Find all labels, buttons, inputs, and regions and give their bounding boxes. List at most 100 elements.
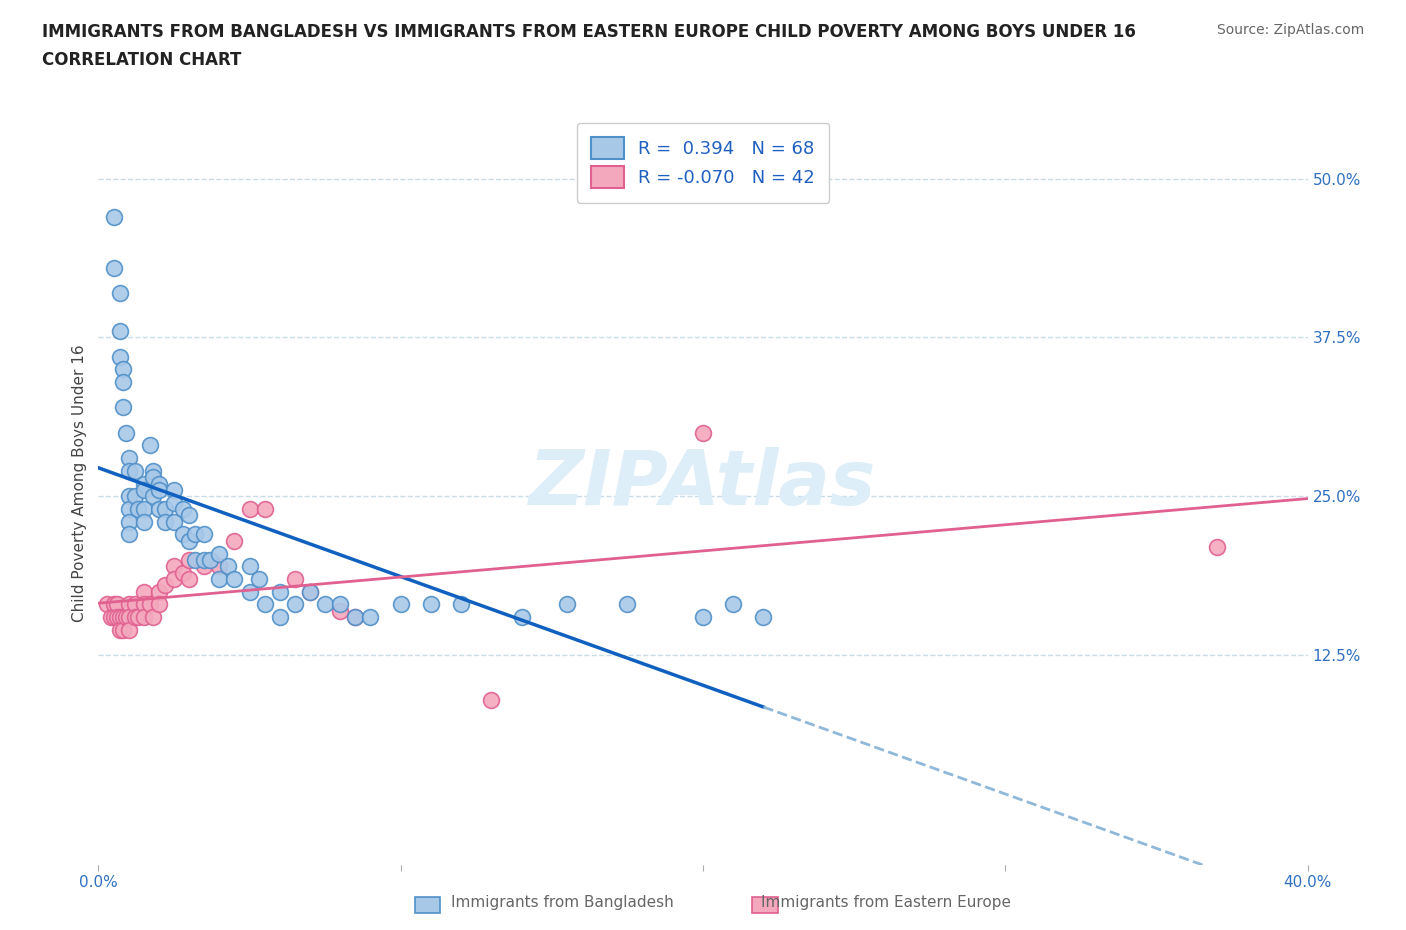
Point: [224, 534, 246, 549]
Point: [692, 425, 714, 440]
Point: [108, 610, 131, 625]
Point: [108, 324, 131, 339]
Point: [481, 692, 503, 707]
Point: [172, 501, 194, 516]
Point: [111, 362, 134, 377]
Text: Immigrants from Eastern Europe: Immigrants from Eastern Europe: [761, 895, 1011, 910]
Point: [239, 584, 262, 599]
Point: [329, 597, 352, 612]
Point: [132, 483, 155, 498]
Point: [111, 622, 134, 637]
Point: [172, 527, 194, 542]
Point: [179, 534, 201, 549]
Point: [142, 489, 165, 504]
Point: [142, 470, 165, 485]
Point: [127, 610, 149, 625]
Point: [179, 552, 201, 567]
Point: [118, 489, 141, 504]
Point: [132, 501, 155, 516]
Point: [118, 451, 141, 466]
Point: [284, 597, 307, 612]
Point: [239, 501, 262, 516]
Point: [247, 571, 270, 587]
Point: [100, 610, 122, 625]
Point: [163, 571, 186, 587]
Point: [269, 584, 291, 599]
Point: [111, 375, 134, 390]
Point: [139, 438, 162, 453]
Text: IMMIGRANTS FROM BANGLADESH VS IMMIGRANTS FROM EASTERN EUROPE CHILD POVERTY AMONG: IMMIGRANTS FROM BANGLADESH VS IMMIGRANTS…: [42, 23, 1136, 41]
Point: [118, 501, 141, 516]
Point: [142, 463, 165, 478]
Point: [132, 610, 155, 625]
Point: [132, 476, 155, 491]
Y-axis label: Child Poverty Among Boys Under 16: Child Poverty Among Boys Under 16: [72, 345, 87, 622]
Point: [124, 597, 146, 612]
Point: [111, 610, 134, 625]
Point: [752, 610, 775, 625]
Point: [616, 597, 638, 612]
Point: [329, 604, 352, 618]
Point: [208, 546, 231, 561]
Point: [172, 565, 194, 580]
Point: [555, 597, 578, 612]
Point: [124, 610, 146, 625]
Point: [148, 584, 170, 599]
Point: [217, 559, 239, 574]
Point: [132, 584, 155, 599]
Point: [105, 597, 128, 612]
Point: [1206, 539, 1229, 554]
Point: [208, 571, 231, 587]
Point: [114, 425, 136, 440]
Point: [179, 571, 201, 587]
Point: [118, 622, 141, 637]
Point: [299, 584, 322, 599]
Point: [193, 527, 215, 542]
Point: [269, 610, 291, 625]
Text: CORRELATION CHART: CORRELATION CHART: [42, 51, 242, 69]
Point: [153, 514, 176, 529]
Point: [132, 597, 155, 612]
Legend: R =  0.394   N = 68, R = -0.070   N = 42: R = 0.394 N = 68, R = -0.070 N = 42: [576, 123, 830, 203]
Point: [299, 584, 322, 599]
Point: [118, 514, 141, 529]
Point: [96, 597, 118, 612]
Point: [108, 286, 131, 300]
Point: [253, 597, 276, 612]
Point: [239, 559, 262, 574]
Point: [723, 597, 745, 612]
Point: [224, 571, 246, 587]
Point: [420, 597, 443, 612]
Point: [692, 610, 714, 625]
Point: [163, 495, 186, 510]
Point: [208, 559, 231, 574]
Point: [184, 527, 207, 542]
Text: ZIPAtlas: ZIPAtlas: [529, 446, 877, 521]
Point: [163, 483, 186, 498]
Point: [148, 476, 170, 491]
Point: [184, 552, 207, 567]
Point: [148, 501, 170, 516]
Point: [118, 610, 141, 625]
Point: [105, 610, 128, 625]
Point: [114, 610, 136, 625]
Point: [108, 622, 131, 637]
Point: [193, 559, 215, 574]
Point: [139, 597, 162, 612]
Point: [284, 571, 307, 587]
Point: [510, 610, 533, 625]
Point: [118, 527, 141, 542]
Point: [360, 610, 382, 625]
Point: [103, 260, 125, 275]
Point: [163, 559, 186, 574]
Point: [148, 597, 170, 612]
Point: [132, 514, 155, 529]
Point: [344, 610, 367, 625]
Point: [108, 349, 131, 364]
Point: [193, 552, 215, 567]
Point: [314, 597, 336, 612]
Point: [142, 610, 165, 625]
Point: [163, 514, 186, 529]
Point: [118, 463, 141, 478]
Point: [450, 597, 472, 612]
